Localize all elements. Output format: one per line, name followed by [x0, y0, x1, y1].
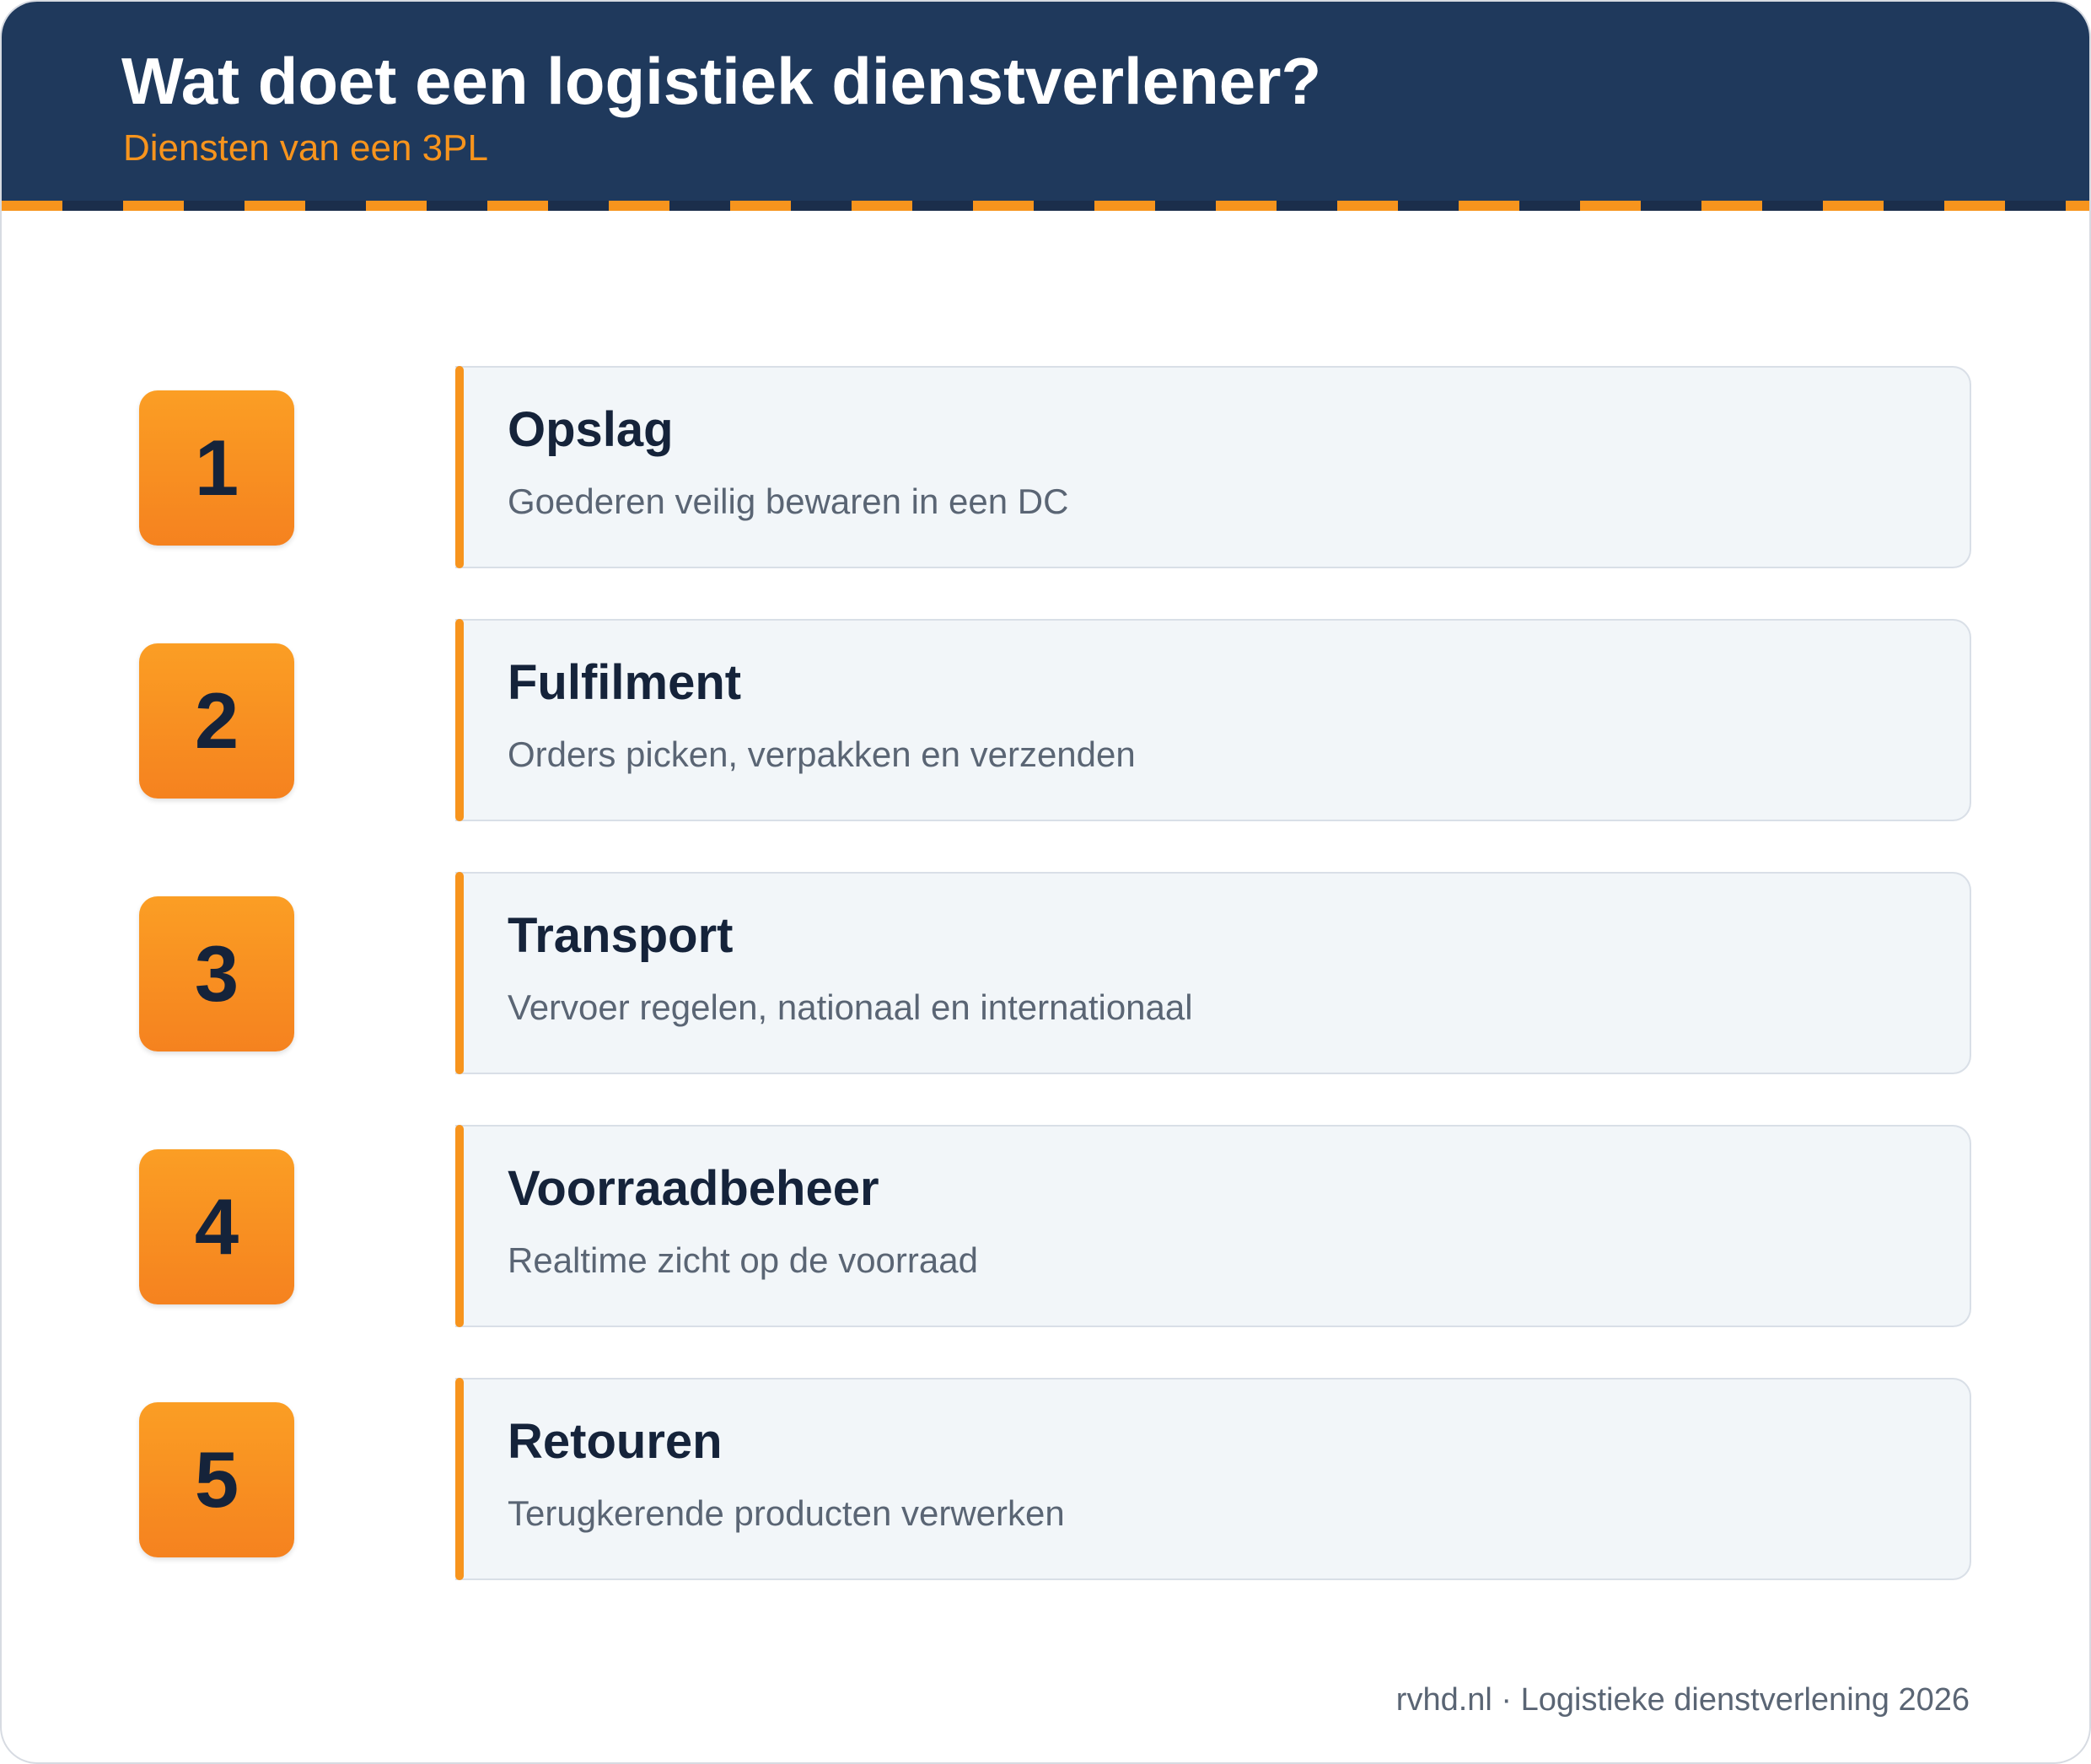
- service-title: Opslag: [508, 402, 674, 457]
- step-number-badge: 1: [139, 390, 294, 546]
- step-number-badge: 2: [139, 643, 294, 799]
- service-title: Voorraadbeheer: [508, 1161, 879, 1216]
- service-item-retouren: 5 Retouren Terugkerende producten verwer…: [2, 1378, 2089, 1580]
- header: Wat doet een logistiek dienstverlener? D…: [2, 2, 2089, 201]
- striped-divider: [2, 201, 2089, 211]
- service-card: Retouren Terugkerende producten verwerke…: [455, 1378, 1971, 1580]
- service-description: Goederen veilig bewaren in een DC: [508, 481, 1069, 521]
- service-title: Retouren: [508, 1414, 723, 1469]
- service-description: Vervoer regelen, nationaal en internatio…: [508, 987, 1193, 1027]
- service-item-voorraadbeheer: 4 Voorraadbeheer Realtime zicht op de vo…: [2, 1125, 2089, 1327]
- service-item-transport: 3 Transport Vervoer regelen, nationaal e…: [2, 872, 2089, 1074]
- service-item-opslag: 1 Opslag Goederen veilig bewaren in een …: [2, 366, 2089, 568]
- step-number-badge: 4: [139, 1149, 294, 1304]
- service-description: Orders picken, verpakken en verzenden: [508, 734, 1136, 774]
- service-card: Opslag Goederen veilig bewaren in een DC: [455, 366, 1971, 568]
- page-title: Wat doet een logistiek dienstverlener?: [121, 44, 1322, 118]
- service-description: Terugkerende producten verwerken: [508, 1493, 1065, 1533]
- step-number-badge: 5: [139, 1402, 294, 1557]
- service-card: Fulfilment Orders picken, verpakken en v…: [455, 619, 1971, 821]
- footer-credit: rvhd.nl · Logistieke dienstverlening 202…: [1395, 1682, 1970, 1718]
- service-description: Realtime zicht op de voorraad: [508, 1240, 978, 1280]
- service-card: Voorraadbeheer Realtime zicht op de voor…: [455, 1125, 1971, 1327]
- service-card: Transport Vervoer regelen, nationaal en …: [455, 872, 1971, 1074]
- step-number-badge: 3: [139, 896, 294, 1051]
- service-item-fulfilment: 2 Fulfilment Orders picken, verpakken en…: [2, 619, 2089, 821]
- service-title: Fulfilment: [508, 655, 742, 710]
- page-subtitle: Diensten van een 3PL: [123, 127, 488, 169]
- service-title: Transport: [508, 908, 734, 963]
